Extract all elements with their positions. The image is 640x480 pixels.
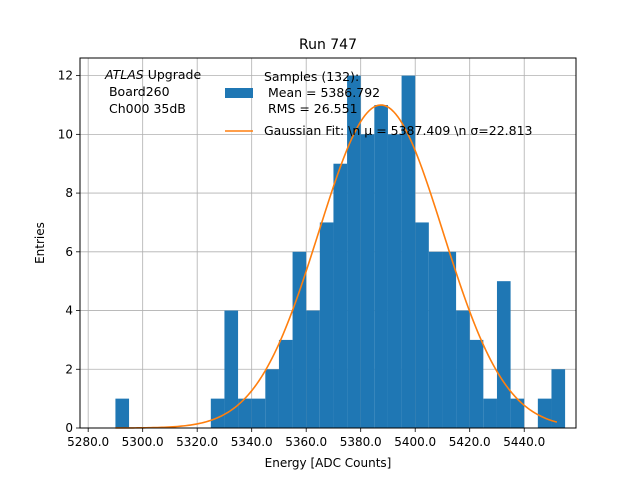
histogram-bar [510, 398, 525, 428]
y-axis-ticks: 0 2 4 6 8 10 12 [58, 69, 80, 435]
x-tick-label: 5320.0 [176, 435, 218, 449]
histogram-bar [387, 134, 402, 428]
x-axis-ticks: 5280.0 5300.0 5320.0 5340.0 5360.0 5380.0 5400… [67, 428, 545, 449]
histogram-bar [278, 339, 293, 428]
x-tick-label: 5380.0 [340, 435, 382, 449]
annotation-line-3: Ch000 35dB [105, 101, 186, 116]
chart-title: Run 747 [299, 37, 357, 53]
y-tick-label: 12 [58, 69, 73, 83]
annotation-italic: ATLAS [104, 67, 144, 82]
histogram-bar [347, 75, 361, 428]
histogram-bar [319, 222, 334, 428]
histogram-bar [374, 104, 388, 428]
histogram-bar [360, 134, 375, 428]
histogram-bar [415, 222, 429, 428]
histogram-bar [224, 310, 239, 428]
histogram-bar [238, 398, 252, 428]
y-tick-label: 8 [65, 186, 73, 200]
histogram-bar [456, 310, 470, 428]
y-tick-label: 2 [65, 362, 73, 376]
annotation-box: ATLAS Upgrade Board260 Ch000 35dB [104, 67, 201, 116]
histogram-bar [551, 369, 566, 428]
legend-fit-label: Gaussian Fit: \n μ = 5387.409 \n σ=22.81… [264, 123, 533, 138]
y-tick-label: 10 [58, 127, 73, 141]
annotation-line-2: Board260 [105, 84, 170, 99]
legend-hist-label: Samples (132): [264, 69, 359, 84]
x-tick-label: 5420.0 [449, 435, 491, 449]
x-tick-label: 5300.0 [122, 435, 164, 449]
histogram-bar [496, 281, 511, 428]
histogram-bar [333, 163, 348, 428]
histogram-bar [442, 251, 457, 428]
annotation-line-1: ATLAS Upgrade [104, 67, 201, 82]
histogram-bar [251, 398, 266, 428]
legend: Samples (132): Mean = 5386.792 RMS = 26.… [225, 69, 533, 138]
y-axis-label: Entries [33, 222, 47, 264]
histogram-bar [292, 251, 307, 428]
histogram-bar [428, 251, 443, 428]
x-tick-label: 5340.0 [231, 435, 273, 449]
histogram-bar [115, 398, 130, 428]
legend-hist-rms: RMS = 26.551 [264, 101, 358, 116]
x-tick-label: 5440.0 [503, 435, 545, 449]
histogram-bar [265, 369, 279, 428]
histogram-bar [469, 339, 484, 428]
x-tick-label: 5360.0 [285, 435, 327, 449]
fit-curve-group [115, 104, 558, 429]
x-axis-label: Energy [ADC Counts] [265, 456, 392, 470]
x-tick-label: 5400.0 [394, 435, 436, 449]
histogram-bar [401, 75, 416, 428]
histogram-bar [483, 398, 497, 428]
x-tick-label: 5280.0 [67, 435, 109, 449]
legend-hist-mean: Mean = 5386.792 [264, 85, 380, 100]
histogram-bar [210, 398, 225, 428]
y-tick-label: 0 [65, 421, 73, 435]
histogram-bars [115, 75, 566, 428]
y-tick-label: 4 [65, 304, 73, 318]
gaussian-fit-curve [115, 104, 558, 429]
histogram-bar [306, 310, 320, 428]
y-tick-label: 6 [65, 245, 73, 259]
histogram-bar [537, 398, 552, 428]
annotation-upgrade: Upgrade [144, 67, 202, 82]
legend-hist-swatch [225, 88, 253, 98]
plot-frame [79, 57, 577, 429]
